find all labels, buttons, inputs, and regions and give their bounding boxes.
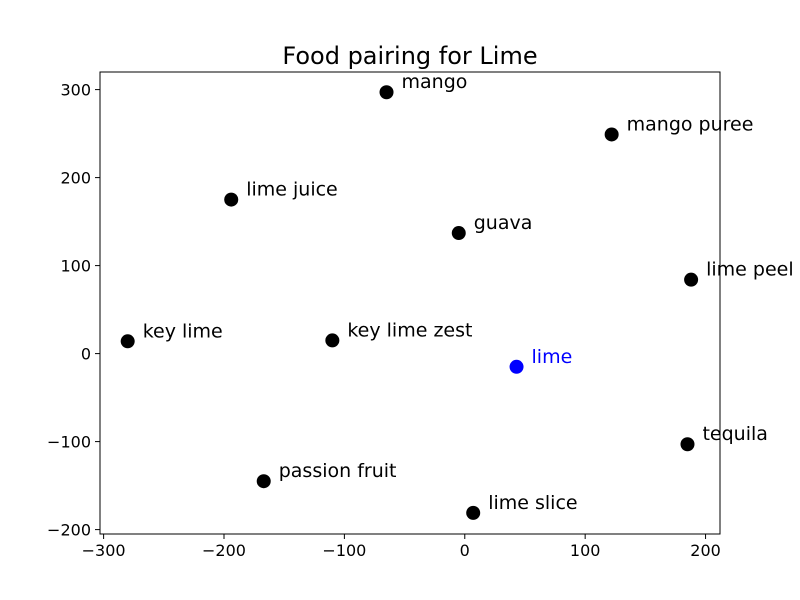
- data-point: [325, 333, 340, 348]
- point-label: guava: [474, 212, 533, 234]
- x-tick-label: 200: [690, 541, 721, 560]
- data-point: [379, 85, 394, 100]
- y-tick-label: 300: [60, 81, 91, 100]
- x-tick-label: 0: [460, 541, 470, 560]
- point-label: lime juice: [246, 179, 338, 201]
- point-label: lime peel: [706, 259, 794, 281]
- point-label: key lime zest: [347, 319, 472, 341]
- x-tick-label: −200: [202, 541, 246, 560]
- data-point: [680, 437, 695, 452]
- y-tick-label: −200: [47, 521, 91, 540]
- y-axis-ticks: −200 −100 0 100 200 300: [47, 81, 100, 540]
- data-point: [684, 272, 699, 287]
- data-point: [256, 474, 271, 489]
- point-label: tequila: [702, 423, 767, 445]
- y-tick-label: 200: [60, 169, 91, 188]
- x-tick-label: −300: [82, 541, 126, 560]
- point-label: passion fruit: [279, 460, 397, 482]
- data-point: [120, 334, 135, 349]
- points-layer: mango mango puree lime juice guava lime peel…: [120, 71, 794, 520]
- x-tick-label: 100: [570, 541, 601, 560]
- chart-title: Food pairing for Lime: [282, 42, 537, 70]
- data-point: [509, 359, 524, 374]
- point-label: lime slice: [488, 492, 577, 514]
- data-point: [224, 192, 239, 207]
- data-point: [466, 505, 481, 520]
- data-point: [451, 226, 466, 241]
- x-axis-ticks: −300 −200 −100 0 100 200: [82, 534, 721, 560]
- y-tick-label: −100: [47, 433, 91, 452]
- plot-area-frame: [99, 71, 721, 535]
- point-label: mango: [402, 71, 468, 93]
- point-label: mango puree: [627, 113, 754, 135]
- point-label: key lime: [143, 320, 223, 342]
- x-tick-label: −100: [322, 541, 366, 560]
- y-tick-label: 0: [81, 345, 91, 364]
- y-tick-label: 100: [60, 257, 91, 276]
- point-label: lime: [532, 346, 573, 368]
- data-point: [604, 127, 619, 142]
